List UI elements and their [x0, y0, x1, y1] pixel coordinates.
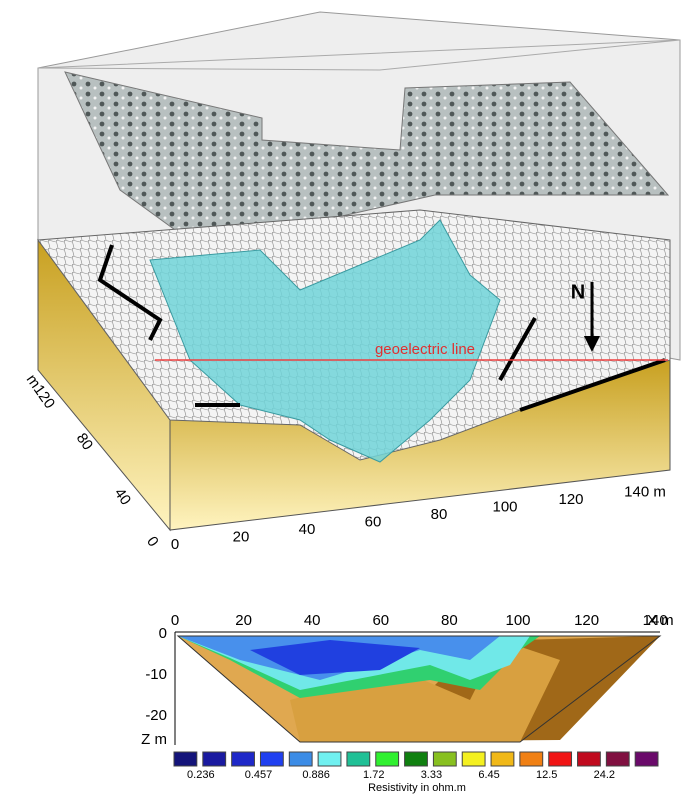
- color-swatch: [376, 752, 399, 766]
- block-x-label: 40: [299, 521, 316, 538]
- block-x-label: 120: [558, 491, 583, 508]
- block-x-label: 20: [233, 528, 250, 545]
- color-swatch: [289, 752, 312, 766]
- color-swatch: [260, 752, 283, 766]
- color-swatch: [491, 752, 514, 766]
- block-x-label: 80: [431, 506, 448, 523]
- section-x-label: 60: [372, 612, 389, 629]
- color-swatch: [578, 752, 601, 766]
- section-x-label: 80: [441, 612, 458, 629]
- color-swatch: [520, 752, 543, 766]
- legend-title: Resistivity in ohm.m: [368, 782, 466, 794]
- block-x-label: 140 m: [624, 483, 666, 500]
- legend-label: 0.886: [302, 769, 330, 781]
- north-label: N: [571, 281, 585, 303]
- color-swatch: [462, 752, 485, 766]
- legend-label: 6.45: [478, 769, 499, 781]
- block-x-label: 100: [492, 498, 517, 515]
- section-x-label: 0: [171, 612, 179, 629]
- legend-label: 0.236: [187, 769, 215, 781]
- line-label: geoelectric line: [375, 341, 475, 358]
- color-swatch: [232, 752, 255, 766]
- legend-label: 0.457: [245, 769, 273, 781]
- legend-label: 1.72: [363, 769, 384, 781]
- section-x-label: 20: [235, 612, 252, 629]
- color-swatch: [203, 752, 226, 766]
- legend-label: 3.33: [421, 769, 442, 781]
- section-z-unit: Z m: [141, 731, 167, 748]
- color-swatch: [174, 752, 197, 766]
- figure: N geoelectric line 020406080100120140X m…: [0, 0, 683, 796]
- color-swatch: [433, 752, 456, 766]
- legend-label: 24.2: [594, 769, 615, 781]
- section-x-unit: X m: [647, 612, 674, 629]
- legend-label: 12.5: [536, 769, 557, 781]
- block-x-label: 0: [171, 536, 179, 553]
- block-x-label: 60: [365, 513, 382, 530]
- section-x-label: 100: [505, 612, 530, 629]
- color-swatch: [635, 752, 658, 766]
- block-y-label: 0: [143, 533, 162, 550]
- color-swatch: [347, 752, 370, 766]
- color-swatch: [606, 752, 629, 766]
- section-x-label: 40: [304, 612, 321, 629]
- section-z-label: -20: [145, 707, 167, 724]
- section-z-label: -10: [145, 666, 167, 683]
- color-swatch: [405, 752, 428, 766]
- color-swatch: [549, 752, 572, 766]
- block-y-label: 40: [111, 485, 134, 508]
- color-swatch: [318, 752, 341, 766]
- section-x-label: 120: [574, 612, 599, 629]
- section-z-label: 0: [159, 625, 167, 642]
